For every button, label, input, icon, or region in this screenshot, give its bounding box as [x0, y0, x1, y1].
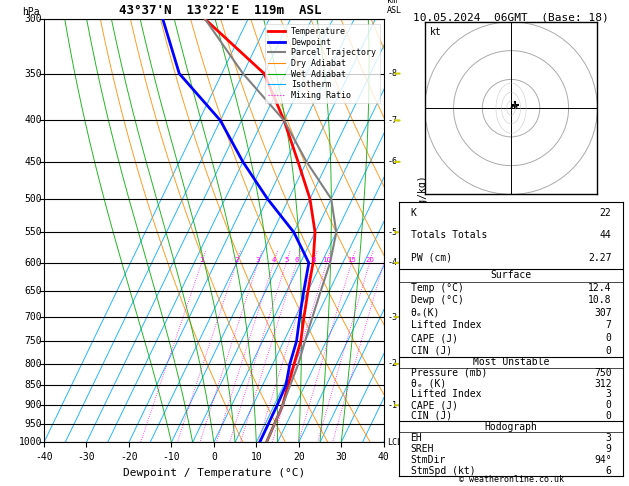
Text: 10.8: 10.8	[588, 295, 611, 305]
Text: LCL: LCL	[387, 438, 402, 447]
Text: CAPE (J): CAPE (J)	[411, 400, 457, 410]
Text: 0: 0	[606, 400, 611, 410]
Text: 307: 307	[594, 308, 611, 318]
Text: -4: -4	[387, 259, 397, 267]
Text: -2: -2	[387, 359, 397, 368]
Text: 44: 44	[600, 230, 611, 241]
Text: CAPE (J): CAPE (J)	[411, 333, 457, 343]
Text: 43°37'N  13°22'E  119m  ASL: 43°37'N 13°22'E 119m ASL	[119, 4, 321, 17]
Text: 350: 350	[25, 69, 42, 79]
Text: Mixing Ratio (g/kg): Mixing Ratio (g/kg)	[418, 175, 428, 287]
Text: kt: kt	[430, 27, 442, 37]
Text: Pressure (mb): Pressure (mb)	[411, 368, 487, 378]
Text: θₑ(K): θₑ(K)	[411, 308, 440, 318]
Text: 650: 650	[25, 286, 42, 296]
Text: 20: 20	[365, 257, 374, 263]
Text: km
ASL: km ASL	[387, 0, 402, 15]
Text: hPa: hPa	[22, 7, 40, 17]
Text: K: K	[411, 208, 416, 218]
Text: 10.05.2024  06GMT  (Base: 18): 10.05.2024 06GMT (Base: 18)	[413, 12, 609, 22]
Text: 500: 500	[25, 194, 42, 204]
Text: 1: 1	[199, 257, 204, 263]
Text: 3: 3	[606, 433, 611, 443]
Text: Temp (°C): Temp (°C)	[411, 283, 464, 293]
Text: 3: 3	[256, 257, 260, 263]
Text: Lifted Index: Lifted Index	[411, 320, 481, 330]
Text: StmSpd (kt): StmSpd (kt)	[411, 466, 475, 476]
Text: 450: 450	[25, 157, 42, 167]
Text: -7: -7	[387, 116, 397, 125]
Text: Lifted Index: Lifted Index	[411, 389, 481, 399]
Text: θₑ (K): θₑ (K)	[411, 379, 446, 389]
Text: -6: -6	[387, 157, 397, 166]
Legend: Temperature, Dewpoint, Parcel Trajectory, Dry Adiabat, Wet Adiabat, Isotherm, Mi: Temperature, Dewpoint, Parcel Trajectory…	[265, 24, 379, 103]
Text: Totals Totals: Totals Totals	[411, 230, 487, 241]
Text: Most Unstable: Most Unstable	[473, 357, 549, 367]
Text: -5: -5	[387, 228, 397, 237]
Text: 5: 5	[284, 257, 288, 263]
Text: -3: -3	[387, 312, 397, 322]
Text: 700: 700	[25, 312, 42, 322]
Text: 12.4: 12.4	[588, 283, 611, 293]
Text: 400: 400	[25, 116, 42, 125]
Text: 850: 850	[25, 380, 42, 390]
Text: 2: 2	[235, 257, 238, 263]
Text: PW (cm): PW (cm)	[411, 253, 452, 263]
Text: -1: -1	[387, 401, 397, 410]
Text: Surface: Surface	[491, 270, 532, 280]
Text: 550: 550	[25, 227, 42, 237]
Text: 0: 0	[606, 333, 611, 343]
Text: 6: 6	[606, 466, 611, 476]
Text: 15: 15	[347, 257, 356, 263]
X-axis label: Dewpoint / Temperature (°C): Dewpoint / Temperature (°C)	[123, 468, 305, 478]
Text: 900: 900	[25, 400, 42, 410]
Text: 750: 750	[25, 336, 42, 346]
Text: 8: 8	[311, 257, 316, 263]
Text: 7: 7	[606, 320, 611, 330]
Text: 10: 10	[322, 257, 331, 263]
Text: Dewp (°C): Dewp (°C)	[411, 295, 464, 305]
Text: 0: 0	[606, 346, 611, 356]
Text: 22: 22	[600, 208, 611, 218]
Text: EH: EH	[411, 433, 422, 443]
Text: 4: 4	[272, 257, 276, 263]
Text: 600: 600	[25, 258, 42, 268]
Text: 94°: 94°	[594, 455, 611, 465]
Text: Hodograph: Hodograph	[484, 422, 538, 432]
Text: © weatheronline.co.uk: © weatheronline.co.uk	[459, 474, 564, 484]
Text: 950: 950	[25, 419, 42, 429]
Text: 9: 9	[606, 444, 611, 454]
Text: 2.27: 2.27	[588, 253, 611, 263]
Text: SREH: SREH	[411, 444, 434, 454]
Text: 6: 6	[294, 257, 299, 263]
Text: CIN (J): CIN (J)	[411, 346, 452, 356]
Text: 0: 0	[606, 411, 611, 421]
Text: 300: 300	[25, 15, 42, 24]
Text: 3: 3	[606, 389, 611, 399]
Text: StmDir: StmDir	[411, 455, 446, 465]
Text: -8: -8	[387, 69, 397, 78]
Text: 1000: 1000	[18, 437, 42, 447]
Text: 312: 312	[594, 379, 611, 389]
Text: CIN (J): CIN (J)	[411, 411, 452, 421]
Text: 750: 750	[594, 368, 611, 378]
Text: 800: 800	[25, 359, 42, 369]
